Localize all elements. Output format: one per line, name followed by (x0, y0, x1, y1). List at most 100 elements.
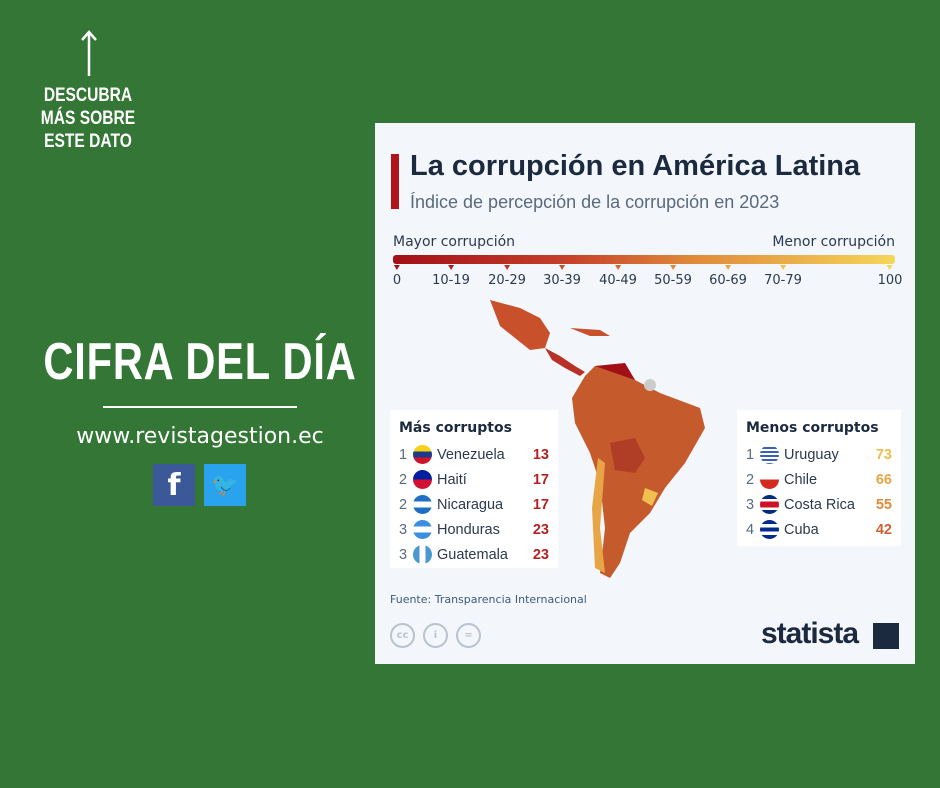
flag-icon (760, 470, 779, 489)
country-name: Uruguay (784, 446, 839, 463)
list-item: 4 Cuba 42 (746, 517, 892, 542)
attribution-icon[interactable]: i (423, 623, 448, 648)
latin-america-map (490, 300, 705, 578)
list-item: 1 Venezuela 13 (399, 442, 549, 467)
rank: 2 (399, 471, 408, 488)
flag-icon (760, 445, 779, 464)
legend-tick-label: 50-59 (654, 273, 692, 288)
score: 42 (875, 521, 892, 538)
legend-tick-marker (670, 265, 676, 270)
flag-icon (413, 545, 432, 564)
legend-tick: 0 (393, 265, 401, 288)
most-corrupt-panel: Más corruptos 1 Venezuela 13 2 Haití 17 2 Nicar… (390, 410, 558, 568)
website-link[interactable]: www.revistagestion.ec (76, 424, 324, 449)
legend-tick-marker (780, 265, 786, 270)
legend-tick: 10-19 (432, 265, 470, 288)
score: 55 (875, 496, 892, 513)
list-item: 2 Chile 66 (746, 467, 892, 492)
chart-title: La corrupción en América Latina (410, 150, 861, 182)
legend-tick-marker (615, 265, 621, 270)
chart-subtitle: Índice de percepción de la corrupción en… (410, 192, 780, 212)
legend-tick: 50-59 (654, 265, 692, 288)
arrow-up-icon (81, 30, 97, 76)
map-bolivia (610, 438, 645, 473)
legend-tick-label: 10-19 (432, 273, 470, 288)
country-name: Guatemala (437, 546, 508, 563)
score: 17 (532, 496, 549, 513)
map-mexico (490, 300, 550, 350)
rank: 3 (746, 496, 755, 513)
score: 23 (532, 521, 549, 538)
legend-tick-label: 20-29 (488, 273, 526, 288)
list-item: 3 Costa Rica 55 (746, 492, 892, 517)
legend-tick-label: 30-39 (543, 273, 581, 288)
legend-tick-marker (725, 265, 731, 270)
score: 73 (875, 446, 892, 463)
flag-icon (760, 495, 779, 514)
flag-icon (413, 470, 432, 489)
source-note: Fuente: Transparencia Internacional (390, 593, 587, 606)
legend-tick: 20-29 (488, 265, 526, 288)
twitter-icon[interactable]: 🐦 (204, 464, 246, 506)
legend-tick-marker (559, 265, 565, 270)
legend-tick: 100 (877, 265, 903, 288)
score: 17 (532, 471, 549, 488)
rank: 3 (399, 521, 408, 538)
score: 13 (532, 446, 549, 463)
legend-gradient (393, 255, 895, 264)
infographic-card: La corrupción en América Latina Índice d… (375, 123, 915, 664)
list-item: 2 Nicaragua 17 (399, 492, 549, 517)
legend-tick-marker (504, 265, 510, 270)
legend-tick: 30-39 (543, 265, 581, 288)
country-name: Nicaragua (437, 496, 504, 513)
legend-tick-marker (394, 265, 400, 270)
statista-logo[interactable]: statista (761, 617, 859, 650)
accent-bar (391, 154, 399, 209)
list-item: 2 Haití 17 (399, 467, 549, 492)
legend-tick: 60-69 (709, 265, 747, 288)
no-derivatives-icon[interactable]: = (456, 623, 481, 648)
facebook-icon[interactable]: f (153, 464, 195, 506)
headline: CIFRA DEL DÍA (43, 333, 357, 391)
map-no-data (644, 379, 656, 391)
more-info-link[interactable]: DESCUBRA MÁS SOBRE ESTE DATO (40, 85, 136, 152)
flag-icon (413, 520, 432, 539)
list-item: 3 Guatemala 23 (399, 542, 549, 567)
legend-tick-label: 40-49 (599, 273, 637, 288)
map-south-america (572, 366, 705, 578)
legend-tick-marker (448, 265, 454, 270)
rank: 1 (746, 446, 755, 463)
score: 66 (875, 471, 892, 488)
least-heading: Menos corruptos (746, 420, 879, 436)
rank: 4 (746, 521, 755, 538)
legend-tick-marker (886, 265, 893, 270)
list-item: 1 Uruguay 73 (746, 442, 892, 467)
rank: 2 (399, 496, 408, 513)
legend-tick-label: 0 (392, 273, 402, 288)
divider (103, 406, 297, 408)
rank: 2 (746, 471, 755, 488)
map-uruguay (642, 488, 658, 506)
score: 23 (532, 546, 549, 563)
legend-tick: 40-49 (599, 265, 637, 288)
legend-tick-label: 70-79 (764, 273, 802, 288)
country-name: Cuba (784, 521, 819, 538)
legend-tick-label: 60-69 (709, 273, 747, 288)
list-item: 3 Honduras 23 (399, 517, 549, 542)
rank: 1 (399, 446, 408, 463)
flag-icon (413, 445, 432, 464)
legend-right-label: Menor corrupción (772, 234, 895, 250)
legend-left-label: Mayor corrupción (393, 234, 516, 250)
statista-logo-icon (873, 623, 899, 649)
flag-icon (413, 495, 432, 514)
country-name: Haití (437, 471, 467, 488)
legend-tick: 70-79 (764, 265, 802, 288)
legend-tick-label: 100 (877, 273, 903, 288)
country-name: Honduras (437, 521, 500, 538)
rank: 3 (399, 546, 408, 563)
most-heading: Más corruptos (399, 420, 512, 436)
least-corrupt-panel: Menos corruptos 1 Uruguay 73 2 Chile 66 3 Costa… (737, 410, 901, 546)
country-name: Costa Rica (784, 496, 855, 513)
cc-icon[interactable]: cc (390, 623, 415, 648)
flag-icon (760, 520, 779, 539)
